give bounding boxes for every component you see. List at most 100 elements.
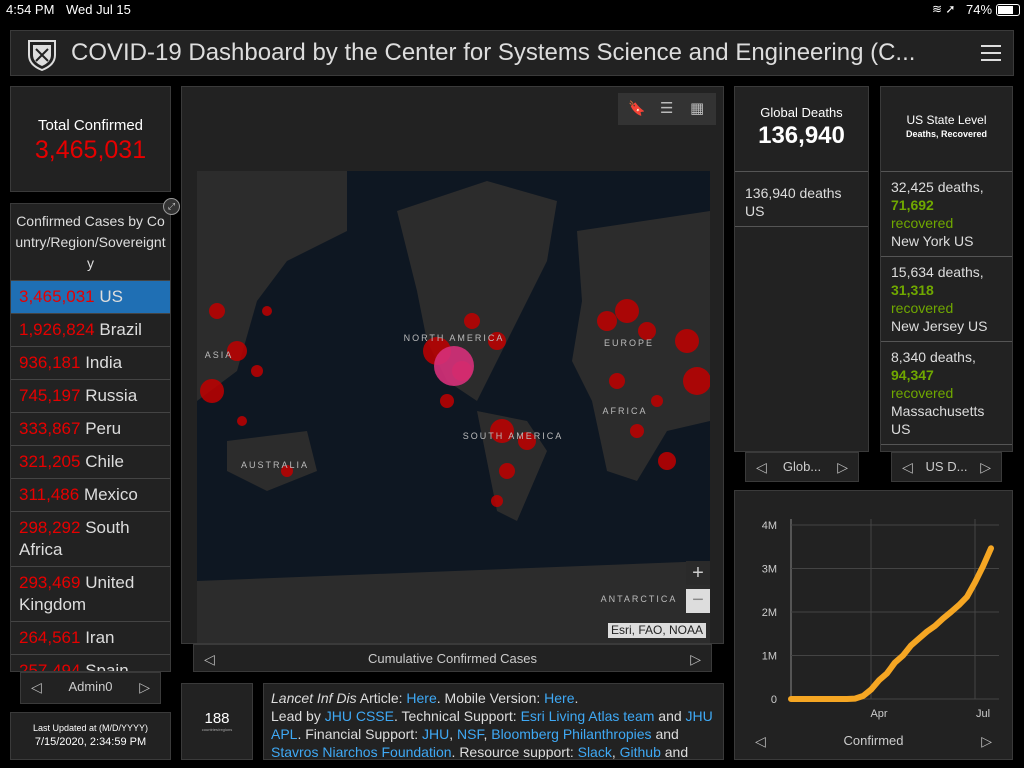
map-panel: 🔖 ☰ ▦ NORTH AMERICA SOUTH AMERICA EUROPE AF… bbox=[181, 86, 724, 644]
country-item[interactable]: 745,197 Russia bbox=[11, 380, 170, 413]
us-state-subtitle: Deaths, Recovered bbox=[905, 129, 988, 139]
info-text: Article: bbox=[356, 690, 407, 706]
country-name: Spain bbox=[85, 661, 129, 672]
map-label: ASIA bbox=[205, 350, 234, 360]
country-item[interactable]: 311,486 Mexico bbox=[11, 479, 170, 512]
info-link[interactable]: JHU CSSE bbox=[324, 708, 394, 724]
case-bubbles bbox=[200, 299, 710, 507]
next-button[interactable]: ▷ bbox=[981, 733, 992, 749]
country-item[interactable]: 264,561 Iran bbox=[11, 622, 170, 655]
next-button[interactable]: ▷ bbox=[690, 651, 701, 667]
country-item[interactable]: 1,926,824 Brazil bbox=[11, 314, 170, 347]
state-deaths-label: deaths, bbox=[929, 349, 976, 365]
global-deaths-footer-label: Glob... bbox=[782, 459, 822, 474]
global-deaths-list: 136,940 deaths US bbox=[735, 172, 868, 227]
info-link[interactable]: JHU bbox=[421, 726, 450, 742]
y-tick-label: 0 bbox=[771, 694, 777, 706]
menu-button[interactable] bbox=[981, 44, 1001, 62]
map-footer: ◁ Cumulative Confirmed Cases ▷ bbox=[193, 644, 712, 672]
info-link[interactable]: NSF bbox=[457, 726, 484, 742]
us-state-list: 32,425 deaths, 71,692 recovered New York U… bbox=[881, 172, 1012, 451]
chart: 0 1M 2M 3M 4M Apr Jul bbox=[762, 519, 999, 720]
y-tick-label: 3M bbox=[762, 564, 777, 576]
country-item[interactable]: 936,181 India bbox=[11, 347, 170, 380]
map-label: AFRICA bbox=[602, 406, 647, 416]
header: COVID-19 Dashboard by the Center for Sys… bbox=[10, 30, 1014, 76]
country-value: 321,205 bbox=[19, 452, 81, 471]
status-icons: ≋ ➚ bbox=[932, 2, 956, 16]
last-updated-value: 7/15/2020, 2:34:59 PM bbox=[34, 736, 147, 748]
prev-button[interactable]: ◁ bbox=[204, 651, 215, 667]
state-name: New York US bbox=[891, 233, 974, 249]
status-time: 4:54 PM bbox=[6, 2, 55, 17]
info-link[interactable]: Here bbox=[544, 690, 575, 706]
us-state-item: 8,340 deaths, 94,347 recovered Massachuset… bbox=[881, 342, 1012, 445]
map-label: AUSTRALIA bbox=[241, 460, 309, 470]
country-item[interactable]: 293,469 United Kingdom bbox=[11, 567, 170, 622]
state-deaths-label: deaths, bbox=[937, 179, 984, 195]
info-link[interactable]: Bloomberg Philanthropies bbox=[491, 726, 652, 742]
state-recovered: 94,347 bbox=[891, 367, 934, 383]
info-link[interactable]: Slack bbox=[577, 744, 612, 760]
country-item[interactable]: 298,292 South Africa bbox=[11, 512, 170, 567]
state-deaths: 15,634 bbox=[891, 264, 934, 280]
country-name: Russia bbox=[85, 386, 138, 405]
state-deaths: 32,425 bbox=[891, 179, 934, 195]
total-panel: Total Confirmed 3,465,031 bbox=[10, 86, 171, 192]
info-text: . bbox=[574, 690, 579, 706]
country-name: Peru bbox=[85, 419, 122, 438]
info-text: . Technical Support: bbox=[393, 708, 521, 724]
info-link[interactable]: Stavros Niarchos Foundation bbox=[271, 744, 452, 760]
country-item[interactable]: 321,205 Chile bbox=[11, 446, 170, 479]
next-button[interactable]: ▷ bbox=[837, 459, 848, 475]
info-text: . Financial Support: bbox=[297, 726, 422, 742]
info-text: , bbox=[611, 744, 620, 760]
country-name: Brazil bbox=[99, 320, 142, 339]
next-button[interactable]: ▷ bbox=[980, 459, 991, 475]
info-text: Lead by bbox=[271, 708, 325, 724]
map-label: NORTH AMERICA bbox=[404, 333, 505, 343]
highlight-bubble bbox=[434, 346, 474, 386]
next-button[interactable]: ▷ bbox=[139, 679, 150, 695]
info-link[interactable]: JHU APL bbox=[271, 708, 713, 742]
country-item[interactable]: 333,867 Peru bbox=[11, 413, 170, 446]
prev-button[interactable]: ◁ bbox=[755, 733, 766, 749]
info-text: and bbox=[654, 708, 686, 724]
basemap-button[interactable]: ▦ bbox=[690, 100, 705, 117]
map-attribution: Esri, FAO, NOAA bbox=[608, 623, 707, 638]
country-list-footer-label: Admin0 bbox=[68, 679, 113, 694]
chart-footer: ◁ Confirmed ▷ bbox=[735, 733, 1012, 753]
us-state-item: 7,427 deaths,recovered bbox=[881, 445, 1012, 451]
count-label: countries/regions bbox=[201, 727, 233, 732]
expand-button[interactable]: ⤢ bbox=[163, 198, 180, 215]
zoom-in-button[interactable]: + bbox=[686, 561, 710, 585]
info-paragraph: Lancet Inf Dis Article: Here. Mobile Ver… bbox=[271, 689, 716, 707]
last-updated-panel: Last Updated at (M/D/YYYY) 7/15/2020, 2:… bbox=[10, 712, 171, 760]
map-label: SOUTH AMERICA bbox=[463, 431, 564, 441]
prev-button[interactable]: ◁ bbox=[31, 679, 42, 695]
info-link[interactable]: Github bbox=[619, 744, 661, 760]
state-name: New Jersey US bbox=[891, 318, 988, 334]
map-labels: NORTH AMERICA SOUTH AMERICA EUROPE AFRICA AS… bbox=[205, 333, 676, 604]
info-link[interactable]: Here bbox=[406, 690, 437, 706]
map-footer-label: Cumulative Confirmed Cases bbox=[367, 651, 538, 666]
legend-button[interactable]: ☰ bbox=[660, 100, 674, 117]
country-value: 936,181 bbox=[19, 353, 81, 372]
country-value: 257,494 bbox=[19, 661, 81, 672]
us-state-footer: ◁ US D... ▷ bbox=[891, 452, 1002, 482]
y-tick-label: 1M bbox=[762, 651, 777, 663]
prev-button[interactable]: ◁ bbox=[756, 459, 767, 475]
prev-button[interactable]: ◁ bbox=[902, 459, 913, 475]
zoom-out-button[interactable]: − bbox=[686, 589, 710, 613]
country-item[interactable]: 257,494 Spain bbox=[11, 655, 170, 672]
country-value: 3,465,031 bbox=[19, 287, 95, 306]
chart-footer-label: Confirmed bbox=[843, 733, 904, 748]
info-link[interactable]: Esri Living Atlas team bbox=[520, 708, 655, 724]
country-item[interactable]: 3,465,031 US bbox=[11, 281, 170, 314]
state-deaths: 8,340 bbox=[891, 349, 927, 365]
global-deaths-header: Global Deaths 136,940 bbox=[735, 87, 868, 172]
country-name: South Africa bbox=[19, 518, 130, 559]
bookmark-button[interactable]: 🔖 bbox=[628, 100, 646, 116]
us-state-panel: US State Level Deaths, Recovered 32,425 … bbox=[880, 86, 1013, 452]
